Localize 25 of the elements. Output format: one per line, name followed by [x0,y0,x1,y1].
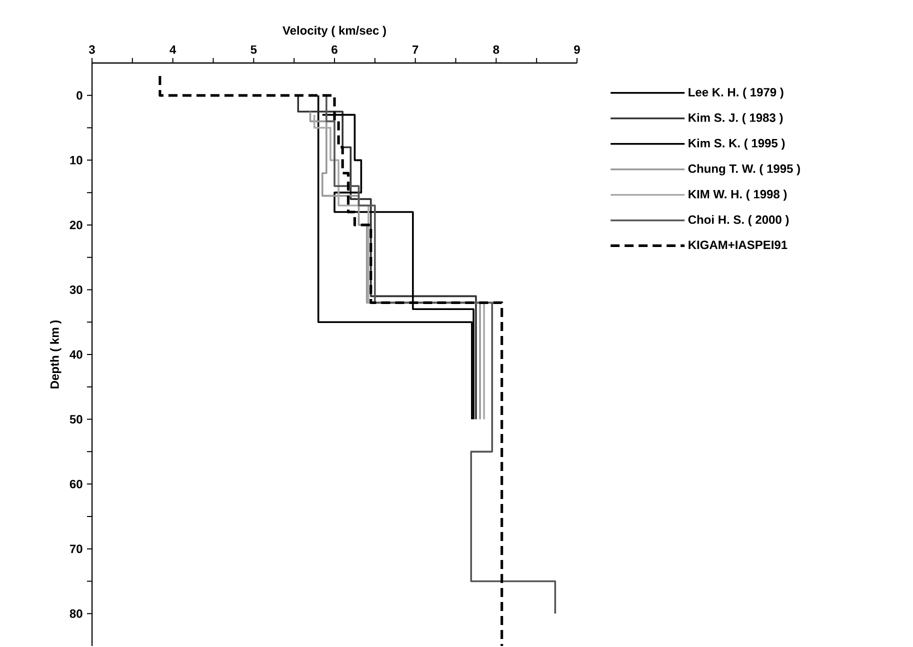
text: KIM W. H. ( 1998 ) [688,189,787,201]
text: Chung T. W. ( 1995 ) [688,164,800,176]
text: KIGAM+IASPEI91 [688,240,788,249]
x-tick-label: 7 [412,45,418,54]
y-tick-label: 70 [70,544,82,553]
y-tick-label: 0 [76,91,82,100]
y-tick-label: 40 [70,350,82,359]
y-tick-label: 60 [70,480,82,488]
x-tick-label: 5 [250,45,257,54]
text: Kim S. J. ( 1983 ) [688,112,783,124]
text: Choi H. S. ( 2000 ) [688,214,789,226]
x-tick-label: 3 [88,45,95,54]
y-tick-label: 50 [70,414,82,424]
x-tick-label: 9 [574,45,580,54]
x-tick-label: 4 [170,45,176,54]
text: Kim S. K. ( 1995 ) [688,138,785,150]
y-axis-title: Depth ( km ) [50,320,62,388]
y-tick-label: 30 [70,285,82,294]
y-tick-label: 20 [70,220,82,230]
x-axis-title: Velocity ( km/sec ) [282,26,386,37]
x-tick-label: 6 [332,45,338,54]
text: Lee K. H. ( 1979 ) [688,87,784,99]
y-tick-label: 10 [70,156,82,164]
y-tick-label: 80 [70,609,82,618]
x-tick-label: 8 [493,45,500,54]
